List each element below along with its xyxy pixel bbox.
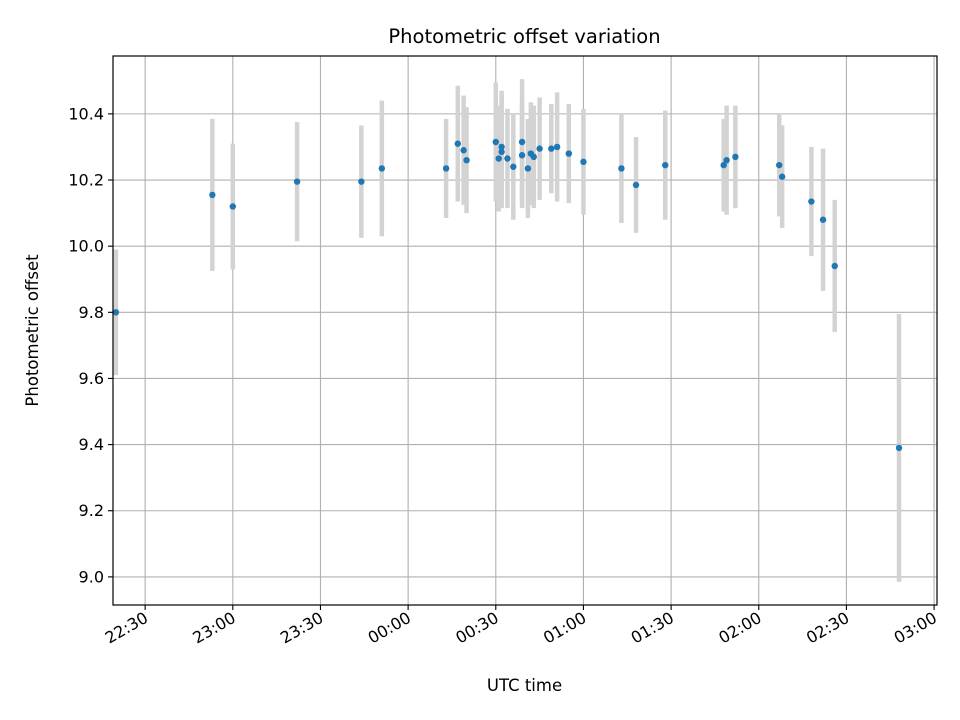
data-point bbox=[518, 138, 526, 146]
data-point bbox=[378, 165, 386, 172]
data-point bbox=[209, 191, 216, 199]
data-point bbox=[518, 152, 526, 159]
error-bars bbox=[113, 79, 902, 582]
data-point bbox=[548, 145, 555, 152]
x-tick-label: 23:00 bbox=[189, 608, 238, 648]
data-point bbox=[536, 145, 543, 152]
data-point bbox=[495, 155, 502, 162]
plot-frame bbox=[112, 55, 938, 606]
data-point bbox=[510, 163, 517, 170]
data-point bbox=[454, 140, 461, 147]
x-tick-label: 01:30 bbox=[628, 608, 677, 648]
x-tick-label: 01:00 bbox=[540, 608, 589, 648]
data-point bbox=[808, 198, 815, 205]
data-point bbox=[463, 156, 470, 164]
grid bbox=[113, 56, 937, 605]
x-tick-label: 00:30 bbox=[452, 608, 501, 648]
data-point bbox=[632, 181, 640, 189]
x-tick-label: 02:30 bbox=[803, 608, 852, 648]
data-points bbox=[112, 138, 903, 452]
y-tick-label: 9.8 bbox=[79, 303, 104, 322]
data-point bbox=[662, 161, 669, 169]
data-point bbox=[819, 216, 827, 223]
y-tick-label: 10.4 bbox=[68, 104, 104, 123]
data-point bbox=[498, 143, 505, 151]
data-point bbox=[524, 165, 532, 172]
y-tick-label: 10.2 bbox=[68, 171, 104, 190]
data-point bbox=[618, 165, 625, 172]
x-tick-label: 03:00 bbox=[891, 608, 940, 648]
data-point bbox=[112, 309, 120, 316]
data-point bbox=[580, 158, 587, 166]
data-point bbox=[723, 156, 730, 164]
data-point bbox=[720, 161, 727, 169]
x-axis-ticks: 22:30 23:00 23:30 00:00 00:30 01:00 01:30 02:00… bbox=[102, 605, 940, 648]
data-point bbox=[460, 147, 467, 154]
data-point bbox=[895, 444, 903, 452]
y-tick-label: 10.0 bbox=[68, 237, 104, 256]
data-point bbox=[358, 178, 365, 185]
y-tick-label: 9.0 bbox=[79, 567, 104, 586]
data-point bbox=[732, 153, 739, 161]
data-point bbox=[498, 148, 505, 156]
y-tick-label: 9.6 bbox=[79, 369, 104, 388]
x-tick-label: 22:30 bbox=[102, 608, 151, 648]
x-tick-label: 23:30 bbox=[277, 608, 326, 648]
data-point bbox=[492, 138, 499, 146]
data-point bbox=[778, 173, 786, 180]
x-tick-label: 00:00 bbox=[365, 608, 414, 648]
data-point bbox=[565, 150, 573, 157]
y-axis-label: Photometric offset bbox=[23, 254, 42, 407]
data-point bbox=[442, 165, 450, 172]
y-axis-ticks: 9.0 9.2 9.4 9.6 9.8 10.0 10.2 10.4 bbox=[68, 104, 113, 586]
x-axis-label: UTC time bbox=[487, 676, 562, 695]
chart-title: Photometric offset variation bbox=[388, 25, 660, 48]
data-point bbox=[553, 143, 561, 151]
y-tick-label: 9.4 bbox=[79, 435, 104, 454]
data-point bbox=[229, 203, 237, 210]
data-point bbox=[530, 153, 537, 161]
data-point bbox=[293, 178, 301, 185]
y-tick-label: 9.2 bbox=[79, 501, 104, 520]
x-tick-label: 02:00 bbox=[715, 608, 764, 648]
data-point bbox=[776, 161, 783, 169]
data-point bbox=[831, 262, 838, 270]
data-point bbox=[504, 155, 511, 162]
